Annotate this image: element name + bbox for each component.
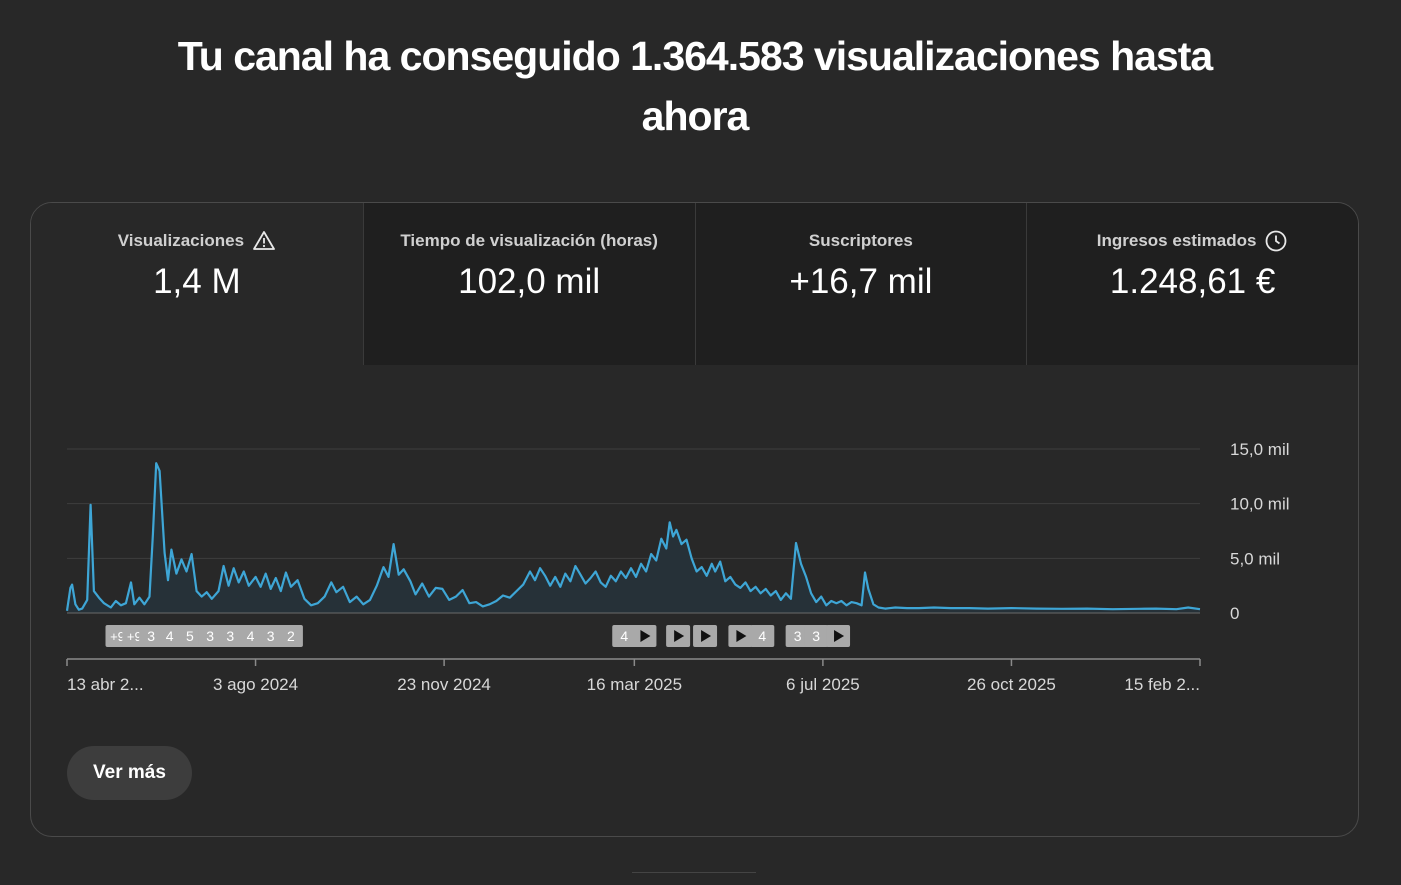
y-tick-label: 5,0 mil (1230, 549, 1280, 568)
tab-revenue-label: Ingresos estimados (1096, 231, 1257, 250)
video-count-marker[interactable]: 2 (278, 625, 303, 647)
x-tick-label: 15 feb 2... (1124, 675, 1200, 694)
marker-label: 5 (186, 628, 194, 644)
video-count-marker[interactable]: 4 (750, 625, 775, 647)
metric-tabs: Visualizaciones 1,4 M Tiempo de visualiz… (31, 203, 1358, 365)
analytics-card: Visualizaciones 1,4 M Tiempo de visualiz… (30, 202, 1359, 837)
x-tick-label: 16 mar 2025 (587, 675, 682, 694)
tab-views-value: 1,4 M (153, 262, 241, 301)
video-count-marker[interactable]: 3 (804, 625, 829, 647)
video-marker[interactable] (632, 625, 657, 647)
video-count-marker[interactable]: 4 (238, 625, 263, 647)
x-tick-label: 3 ago 2024 (213, 675, 298, 694)
y-tick-label: 0 (1230, 604, 1239, 623)
video-count-marker[interactable]: 4 (612, 625, 637, 647)
marker-label: +9 (110, 629, 125, 644)
tab-watch-time-value: 102,0 mil (458, 262, 601, 301)
play-icon (834, 630, 845, 642)
x-tick-label: 26 oct 2025 (967, 675, 1056, 694)
video-marker[interactable] (826, 625, 851, 647)
y-tick-label: 15,0 mil (1230, 440, 1290, 459)
marker-label: 2 (287, 628, 295, 644)
views-area (67, 463, 1200, 613)
warning-icon[interactable] (252, 229, 276, 253)
tab-views-label: Visualizaciones (117, 231, 245, 250)
x-tick-label: 13 abr 2... (67, 675, 144, 694)
video-count-marker[interactable]: 3 (198, 625, 223, 647)
play-icon (640, 630, 651, 642)
video-count-marker[interactable]: 3 (218, 625, 243, 647)
video-marker[interactable] (666, 625, 691, 647)
play-icon (736, 630, 747, 642)
x-tick-label: 6 jul 2025 (786, 675, 860, 694)
video-count-marker[interactable]: 4 (157, 625, 182, 647)
marker-label: 4 (620, 628, 628, 644)
marker-label: +9 (127, 629, 142, 644)
tab-subscribers[interactable]: Suscriptores +16,7 mil (694, 203, 1027, 365)
x-tick-label: 23 nov 2024 (397, 675, 491, 694)
tab-watch-time[interactable]: Tiempo de visualización (horas) 102,0 mi… (362, 203, 695, 365)
page-title: Tu canal ha conseguido 1.364.583 visuali… (177, 33, 1213, 139)
marker-label: 3 (812, 628, 820, 644)
marker-label: 3 (226, 628, 234, 644)
play-icon (701, 630, 712, 642)
video-count-marker[interactable]: 5 (177, 625, 202, 647)
marker-label: 3 (147, 628, 155, 644)
marker-label: 4 (166, 628, 174, 644)
tab-subscribers-value: +16,7 mil (789, 262, 933, 301)
y-tick-label: 10,0 mil (1230, 495, 1290, 514)
marker-label: 3 (794, 628, 802, 644)
views-line (65, 462, 1201, 611)
video-count-marker[interactable]: 3 (258, 625, 283, 647)
marker-label: 4 (247, 628, 255, 644)
marker-label: 4 (758, 628, 766, 644)
play-icon (674, 630, 685, 642)
video-marker[interactable] (693, 625, 718, 647)
see-more-button[interactable]: Ver más (67, 746, 192, 800)
video-count-marker[interactable]: 3 (139, 625, 164, 647)
marker-label: 3 (206, 628, 214, 644)
video-marker[interactable] (728, 625, 753, 647)
video-count-marker[interactable]: 3 (785, 625, 810, 647)
tab-revenue-value: 1.248,61 € (1109, 262, 1276, 301)
tab-watch-time-label: Tiempo de visualización (horas) (400, 231, 658, 250)
tab-subscribers-label: Suscriptores (808, 231, 913, 250)
divider (632, 872, 756, 873)
marker-label: 3 (267, 628, 275, 644)
tab-revenue[interactable]: Ingresos estimados 1.248,61 € (1026, 203, 1358, 365)
tab-views[interactable]: Visualizaciones 1,4 M (31, 203, 363, 365)
clock-icon[interactable] (1264, 229, 1288, 253)
